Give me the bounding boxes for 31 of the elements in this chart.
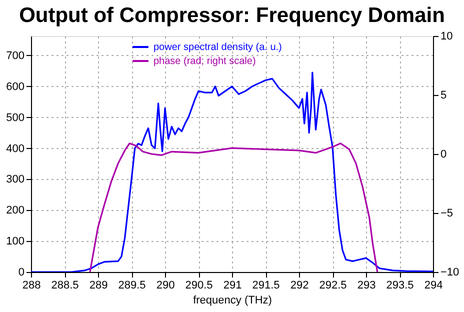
y2-tick-label: 0 <box>440 148 447 160</box>
line-series <box>89 142 378 272</box>
x-tick-label: 291.5 <box>252 280 280 292</box>
x-tick-label: 290.5 <box>185 280 213 292</box>
x-tick-label: 292.5 <box>319 280 347 292</box>
x-tick-label: 289.5 <box>118 280 146 292</box>
y2-tick-label: 10 <box>440 30 453 42</box>
y2-tick-label: −10 <box>440 266 460 278</box>
x-axis-title: frequency (THz) <box>193 294 272 306</box>
y-tick-label: 200 <box>6 204 24 217</box>
y-tick-label: 0 <box>18 266 24 278</box>
x-tick-label: 291 <box>223 280 242 292</box>
x-tick-label: 289 <box>89 280 108 292</box>
x-tick-label: 292 <box>290 280 309 292</box>
x-tick-label: 293 <box>357 280 376 292</box>
y-tick-label: 300 <box>6 174 24 186</box>
y-tick-label: 100 <box>6 236 24 248</box>
y2-tick-label: 5 <box>440 90 447 102</box>
legend-label: phase (rad; right scale) <box>154 56 256 67</box>
y-tick-label: 600 <box>6 80 24 93</box>
y-tick-label: 500 <box>6 112 24 124</box>
y-tick-label: 700 <box>6 50 24 62</box>
y-tick-label: 400 <box>6 142 24 155</box>
y2-tick-label: −5 <box>440 208 454 220</box>
x-tick-label: 288 <box>22 280 41 292</box>
chart-title: Output of Compressor: Frequency Domain <box>19 4 445 27</box>
x-tick-label: 288.5 <box>51 280 79 292</box>
x-tick-label: 290 <box>156 280 175 292</box>
x-tick-label: 293.5 <box>386 280 414 292</box>
legend-label: power spectral density (a. u.) <box>154 42 282 53</box>
x-tick-label: 294 <box>424 280 443 292</box>
